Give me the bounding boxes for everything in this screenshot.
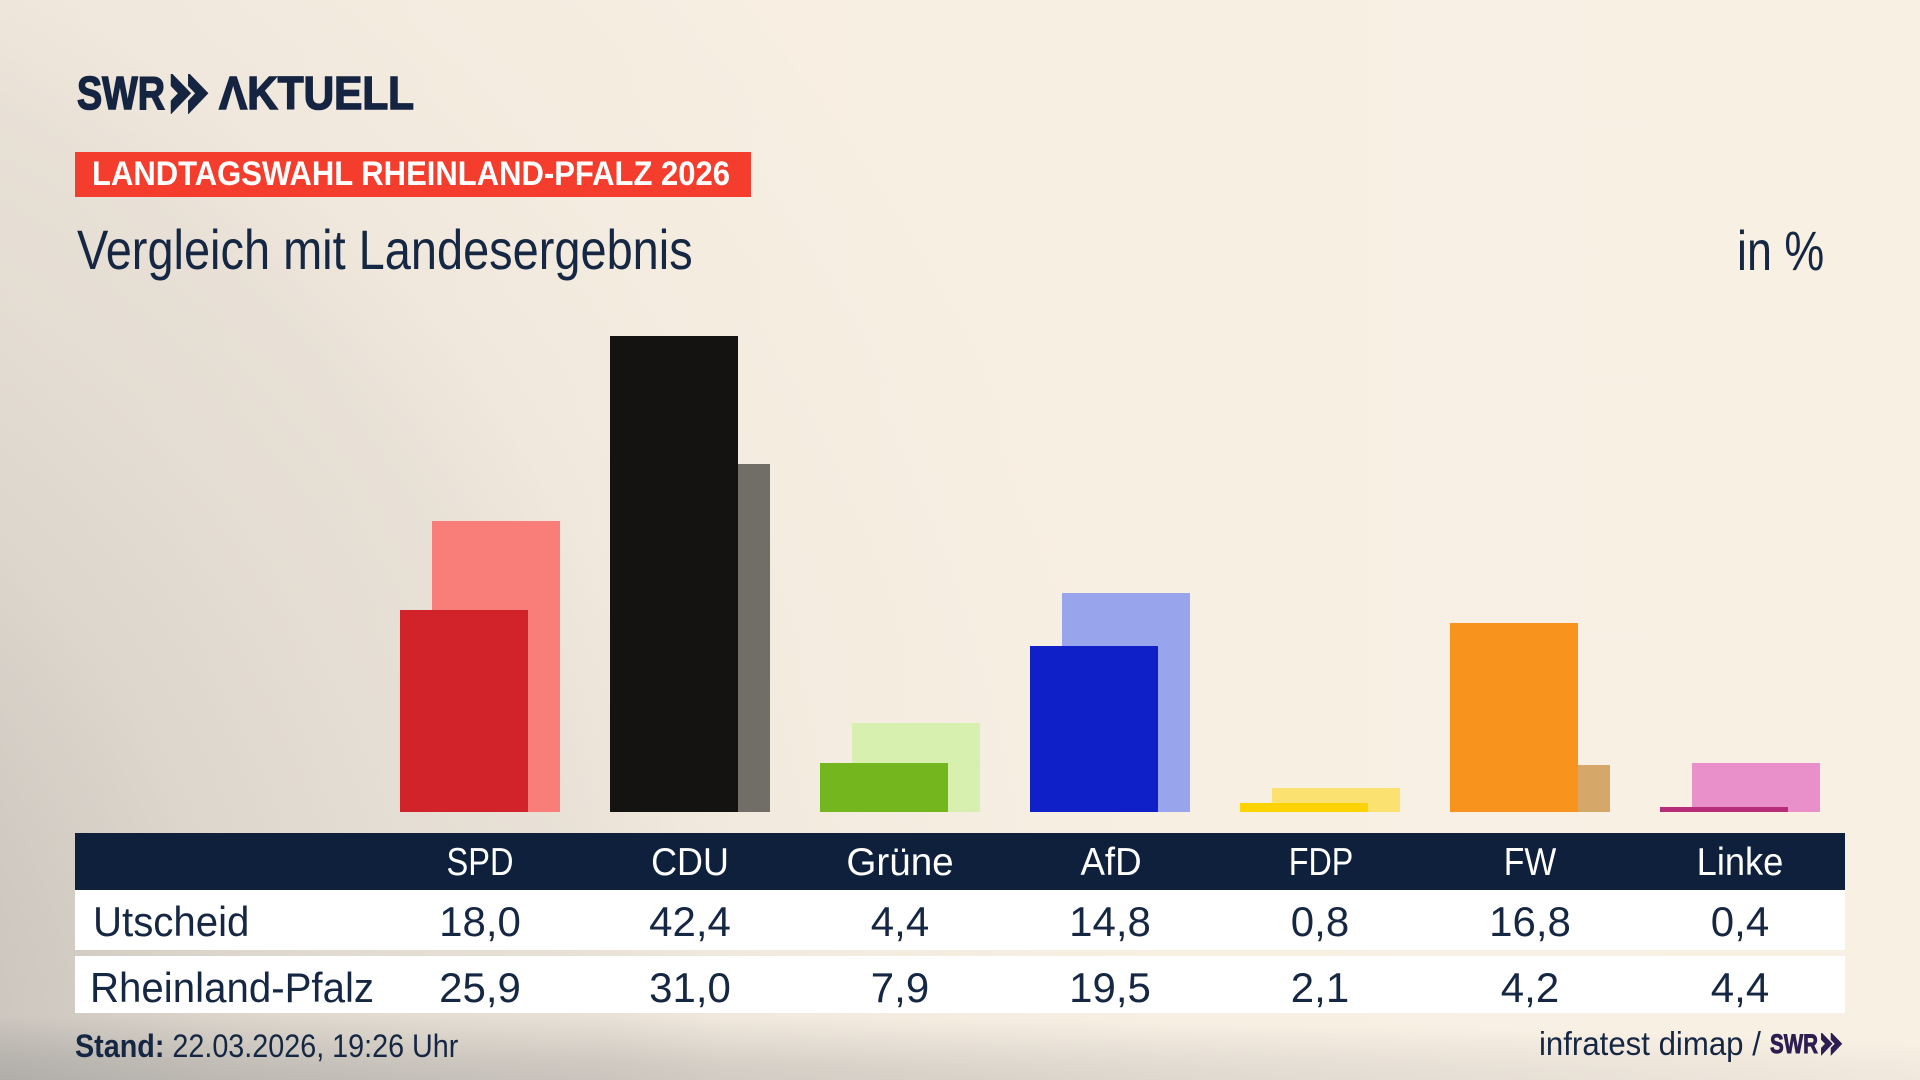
svg-text:SWR: SWR [1770, 1033, 1818, 1056]
svg-text:SWR: SWR [77, 74, 165, 114]
svg-text:ΛKTUELL: ΛKTUELL [219, 74, 414, 114]
